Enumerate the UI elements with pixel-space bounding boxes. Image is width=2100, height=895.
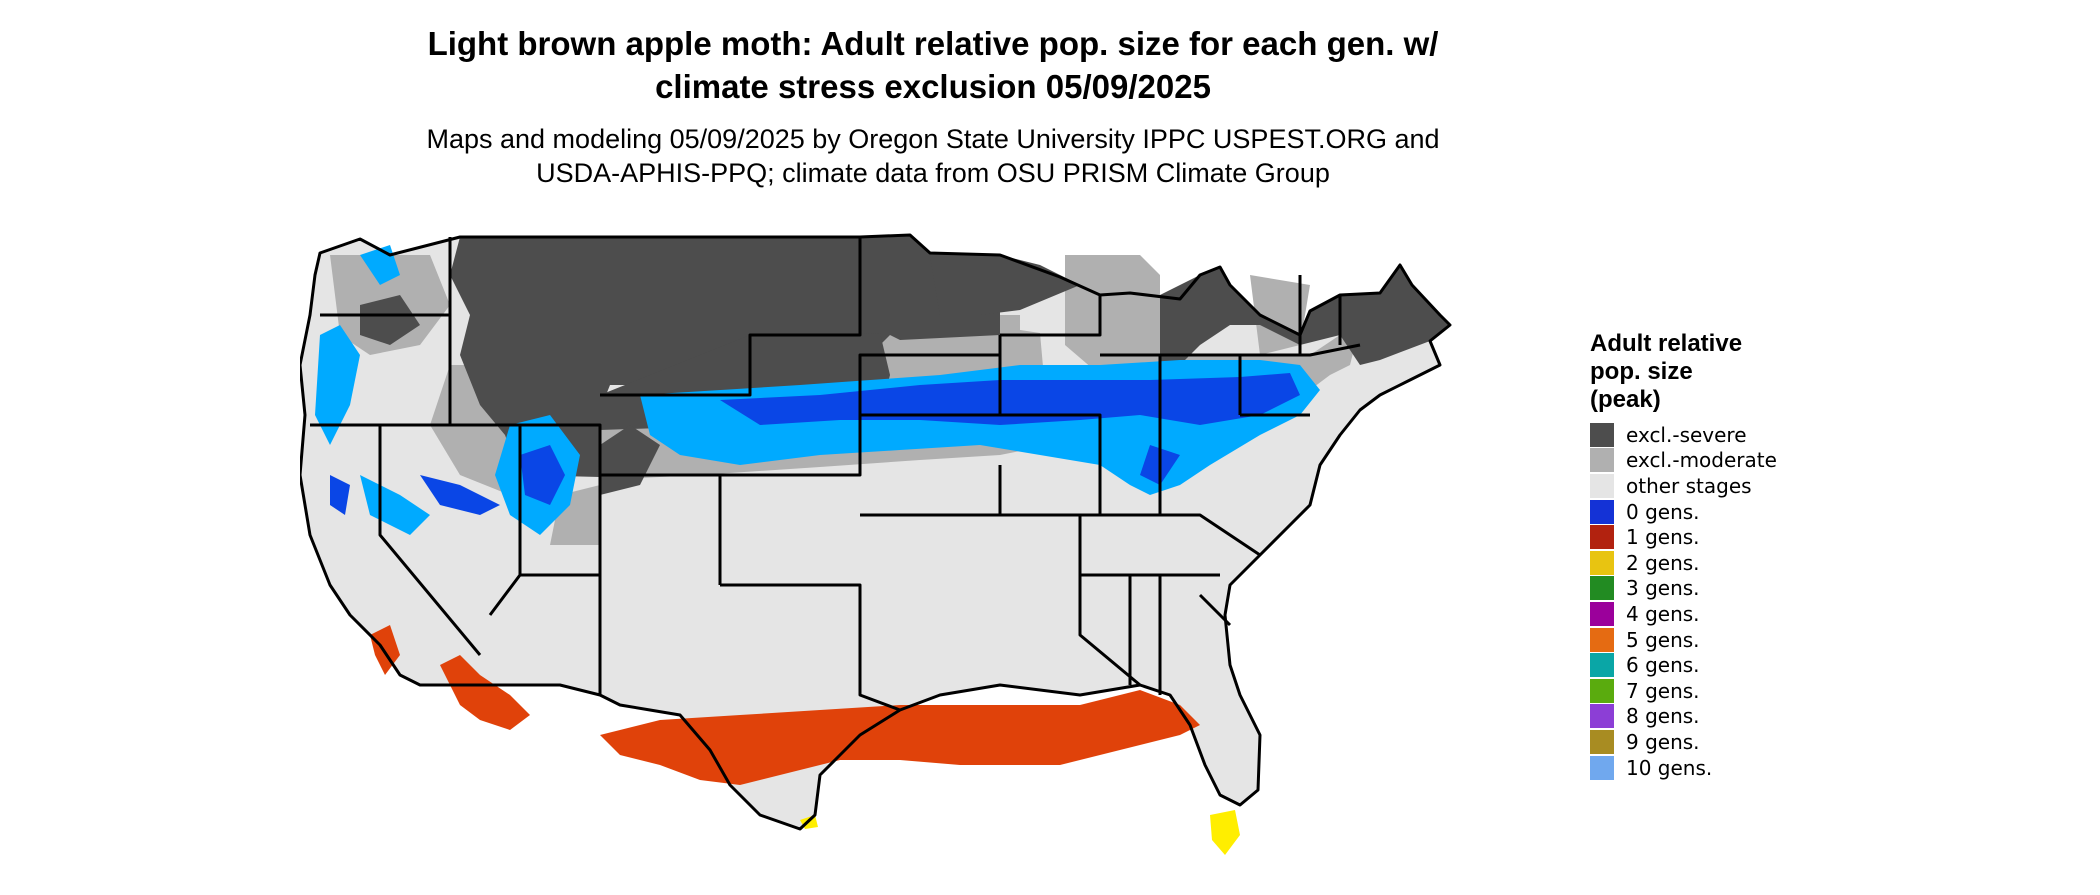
map-subtitle: Maps and modeling 05/09/2025 by Oregon S… <box>0 122 1866 190</box>
legend-item: 10 gens. <box>1590 755 1777 781</box>
legend-swatch <box>1590 448 1614 473</box>
legend-label: 2 gens. <box>1626 550 1700 575</box>
legend-title: Adult relative pop. size (peak) <box>1590 330 1777 414</box>
legend-label: 1 gens. <box>1626 525 1700 550</box>
legend-title-line-2: pop. size <box>1590 358 1693 385</box>
legend-label: 0 gens. <box>1626 499 1700 524</box>
title-line-1: Light brown apple moth: Adult relative p… <box>427 25 1439 62</box>
legend-item: other stages <box>1590 473 1777 499</box>
subtitle-line-1: Maps and modeling 05/09/2025 by Oregon S… <box>426 124 1440 154</box>
legend-item: 5 gens. <box>1590 627 1777 653</box>
legend-item: 3 gens. <box>1590 576 1777 602</box>
legend: Adult relative pop. size (peak) excl.-se… <box>1590 330 1777 780</box>
legend-title-line-3: (peak) <box>1590 386 1661 413</box>
legend-swatch <box>1590 576 1614 601</box>
legend-item: 8 gens. <box>1590 704 1777 730</box>
national-border <box>300 233 1452 831</box>
legend-swatch <box>1590 653 1614 678</box>
legend-swatch <box>1590 473 1614 498</box>
legend-swatch <box>1590 550 1614 575</box>
legend-label: 3 gens. <box>1626 576 1700 601</box>
legend-swatch <box>1590 755 1614 780</box>
legend-label: other stages <box>1626 473 1752 498</box>
legend-title-line-1: Adult relative <box>1590 330 1743 357</box>
legend-swatch <box>1590 704 1614 729</box>
us-map <box>300 233 1452 855</box>
legend-label: 6 gens. <box>1626 653 1700 678</box>
legend-item: 7 gens. <box>1590 678 1777 704</box>
legend-label: excl.-moderate <box>1626 448 1777 473</box>
state-borders <box>300 233 1452 831</box>
legend-label: 4 gens. <box>1626 601 1700 626</box>
legend-swatch <box>1590 627 1614 652</box>
legend-swatch <box>1590 678 1614 703</box>
legend-item: 9 gens. <box>1590 729 1777 755</box>
map-title: Light brown apple moth: Adult relative p… <box>0 22 1866 108</box>
legend-item: 1 gens. <box>1590 524 1777 550</box>
legend-label: 7 gens. <box>1626 678 1700 703</box>
legend-item: 6 gens. <box>1590 652 1777 678</box>
legend-swatch <box>1590 729 1614 754</box>
legend-item: excl.-severe <box>1590 422 1777 448</box>
legend-swatch <box>1590 422 1614 447</box>
legend-swatch <box>1590 499 1614 524</box>
legend-item: excl.-moderate <box>1590 448 1777 474</box>
legend-label: excl.-severe <box>1626 422 1747 447</box>
legend-swatch <box>1590 525 1614 550</box>
legend-item: 4 gens. <box>1590 601 1777 627</box>
legend-label: 5 gens. <box>1626 627 1700 652</box>
yellow-regions <box>800 810 1240 855</box>
blue-regions <box>330 373 1300 515</box>
title-line-2: climate stress exclusion 05/09/2025 <box>655 68 1211 105</box>
subtitle-line-2: USDA-APHIS-PPQ; climate data from OSU PR… <box>536 158 1330 188</box>
red-regions <box>370 625 1200 785</box>
legend-item: 2 gens. <box>1590 550 1777 576</box>
legend-label: 8 gens. <box>1626 704 1700 729</box>
legend-label: 9 gens. <box>1626 729 1700 754</box>
legend-items: excl.-severe excl.-moderate other stages 0 … <box>1590 422 1777 780</box>
legend-label: 10 gens. <box>1626 755 1713 780</box>
legend-item: 0 gens. <box>1590 499 1777 525</box>
legend-swatch <box>1590 601 1614 626</box>
